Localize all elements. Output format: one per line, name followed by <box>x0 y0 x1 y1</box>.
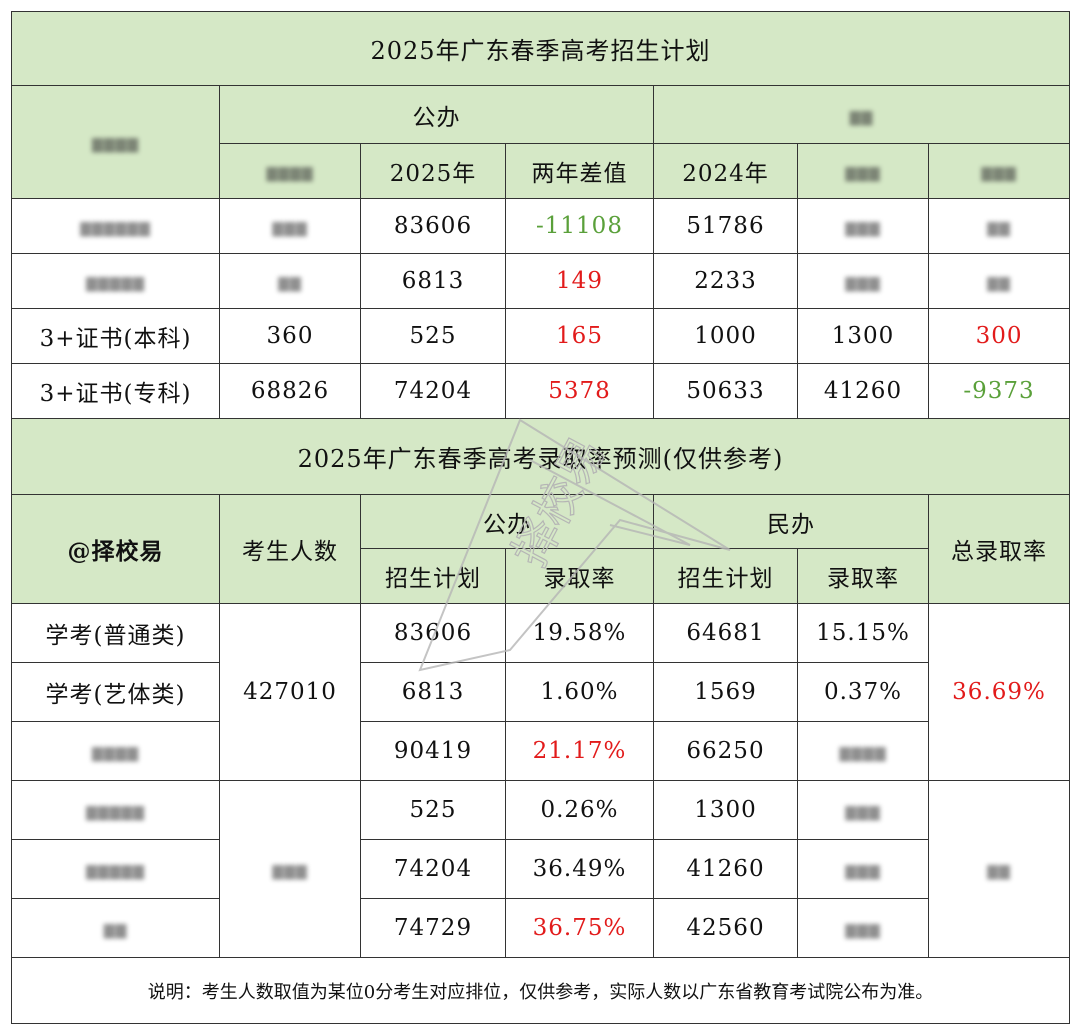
table1-col-diff: 两年差值 <box>505 143 654 199</box>
table1-group-public: 公办 <box>219 85 654 144</box>
pub-rate: 19.58% <box>505 603 654 663</box>
total-rate-blurred: ▇▇ <box>927 780 1071 958</box>
pri-rate: 15.15% <box>797 603 929 663</box>
pri-plan: 1569 <box>653 662 798 722</box>
pub-plan: 525 <box>360 780 506 840</box>
cell-diff: 5378 <box>505 363 654 419</box>
cell-2025: 525 <box>360 308 506 364</box>
pub-plan: 74204 <box>360 839 506 899</box>
row-label: 学考(艺体类) <box>11 662 220 722</box>
row-label-blurred: ▇▇ <box>11 898 220 958</box>
cell-c1: 68826 <box>219 363 361 419</box>
cell-c5: 1300 <box>797 308 929 364</box>
cell-2024: 2233 <box>653 253 798 309</box>
row-label-blurred: ▇▇▇▇▇ <box>11 839 220 899</box>
pub-plan: 90419 <box>360 721 506 781</box>
table1-title: 2025年广东春季高考招生计划 <box>10 11 1071 86</box>
pub-rate: 36.75% <box>505 898 654 958</box>
table2-row: 学考(艺体类) 6813 1.60% 1569 0.37% <box>11 662 1070 722</box>
cell-diff: -11108 <box>505 198 654 254</box>
table2-sub-private-rate: 录取率 <box>797 548 929 604</box>
table1-corner-blurred: ▇▇▇▇ <box>11 85 220 199</box>
table2-col-candidates: 考生人数 <box>219 494 361 604</box>
cell-2024: 1000 <box>653 308 798 364</box>
pri-plan: 66250 <box>653 721 798 781</box>
pub-rate: 1.60% <box>505 662 654 722</box>
cell-2024: 51786 <box>653 198 798 254</box>
table1-col-blurred-3: ▇▇▇ <box>927 143 1071 199</box>
pub-rate: 21.17% <box>505 721 654 781</box>
pri-plan: 41260 <box>653 839 798 899</box>
pub-rate: 0.26% <box>505 780 654 840</box>
cell-blurred: ▇▇▇ <box>797 198 929 254</box>
row-label-blurred: ▇▇▇▇ <box>11 721 220 781</box>
pri-plan: 42560 <box>653 898 798 958</box>
pri-rate-blurred: ▇▇▇▇ <box>797 721 929 781</box>
cell-c1: 360 <box>219 308 361 364</box>
pub-rate: 36.49% <box>505 839 654 899</box>
cell-diff: 149 <box>505 253 654 309</box>
table1-row: ▇▇▇▇▇ ▇▇ 6813 149 2233 ▇▇▇ ▇▇ <box>11 253 1071 309</box>
table2-row: ▇▇▇▇▇ ▇▇▇ 525 0.26% 1300 ▇▇▇ ▇▇ <box>11 780 1071 958</box>
footnote: 说明：考生人数取值为某位0分考生对应排位，仅供参考，实际人数以广东省教育考试院公… <box>10 957 1071 1024</box>
table1-col-blurred-2: ▇▇▇ <box>797 143 929 199</box>
cell-c6: 300 <box>927 308 1071 364</box>
table2-row: 学考(普通类) 427010 83606 19.58% 64681 15.15%… <box>11 603 1071 781</box>
candidates-blurred: ▇▇▇ <box>219 780 361 958</box>
table2-sub-public-rate: 录取率 <box>505 548 654 604</box>
admission-table: 2025年广东春季高考招生计划 ▇▇▇▇ 公办 ▇▇ ▇▇▇▇ 2025年 两年… <box>10 11 1071 1024</box>
candidates-value: 427010 <box>219 603 361 781</box>
table2-sub-private-plan: 招生计划 <box>653 548 798 604</box>
table1-row: 3+证书(本科) 360 525 165 1000 1300 300 <box>11 308 1071 364</box>
row-label: 学考(普通类) <box>11 603 220 663</box>
table2-title: 2025年广东春季高考录取率预测(仅供参考) <box>10 418 1071 495</box>
table1-group-blurred: ▇▇ <box>652 85 1071 144</box>
row-label-blurred: ▇▇▇▇▇ <box>11 253 220 309</box>
table1-col-2024: 2024年 <box>653 143 798 199</box>
table2-row: ▇▇▇▇ 90419 21.17% 66250 ▇▇▇▇ <box>11 721 1070 781</box>
table2-row: ▇▇ 74729 36.75% 42560 ▇▇▇ <box>11 898 1070 958</box>
cell-c5: 41260 <box>797 363 929 419</box>
total-rate-value: 36.69% <box>927 603 1071 781</box>
pri-rate-blurred: ▇▇▇ <box>797 780 929 840</box>
pri-rate: 0.37% <box>797 662 929 722</box>
cell-blurred: ▇▇ <box>219 253 361 309</box>
table2-group-public: 公办 <box>360 494 654 549</box>
table2-sub-public-plan: 招生计划 <box>360 548 506 604</box>
table1-row: ▇▇▇▇▇▇ ▇▇▇ 83606 -11108 51786 ▇▇▇ ▇▇ <box>11 198 1071 254</box>
cell-diff: 165 <box>505 308 654 364</box>
pub-plan: 6813 <box>360 662 506 722</box>
row-label-blurred: ▇▇▇▇▇ <box>11 780 220 840</box>
table2-corner: @择校易 <box>11 494 220 604</box>
table2-col-total-rate: 总录取率 <box>927 494 1071 604</box>
cell-blurred: ▇▇▇ <box>219 198 361 254</box>
cell-2024: 50633 <box>653 363 798 419</box>
pri-plan: 64681 <box>653 603 798 663</box>
table1-col-blurred-1: ▇▇▇▇ <box>219 143 361 199</box>
cell-2025: 74204 <box>360 363 506 419</box>
cell-blurred: ▇▇ <box>927 198 1071 254</box>
pri-rate-blurred: ▇▇▇ <box>797 839 929 899</box>
pub-plan: 74729 <box>360 898 506 958</box>
cell-blurred: ▇▇▇ <box>797 253 929 309</box>
row-label: 3+证书(本科) <box>11 308 220 364</box>
table2-row: ▇▇▇▇▇ 74204 36.49% 41260 ▇▇▇ <box>11 839 1070 899</box>
cell-blurred: ▇▇ <box>927 253 1071 309</box>
pub-plan: 83606 <box>360 603 506 663</box>
row-label-blurred: ▇▇▇▇▇▇ <box>11 198 220 254</box>
cell-2025: 83606 <box>360 198 506 254</box>
pri-rate-blurred: ▇▇▇ <box>797 898 929 958</box>
row-label: 3+证书(专科) <box>11 363 220 419</box>
pri-plan: 1300 <box>653 780 798 840</box>
table2-group-private: 民办 <box>653 494 929 549</box>
table1-col-2025: 2025年 <box>360 143 506 199</box>
cell-c6: -9373 <box>927 363 1071 419</box>
cell-2025: 6813 <box>360 253 506 309</box>
table1-row: 3+证书(专科) 68826 74204 5378 50633 41260 -9… <box>11 363 1071 419</box>
